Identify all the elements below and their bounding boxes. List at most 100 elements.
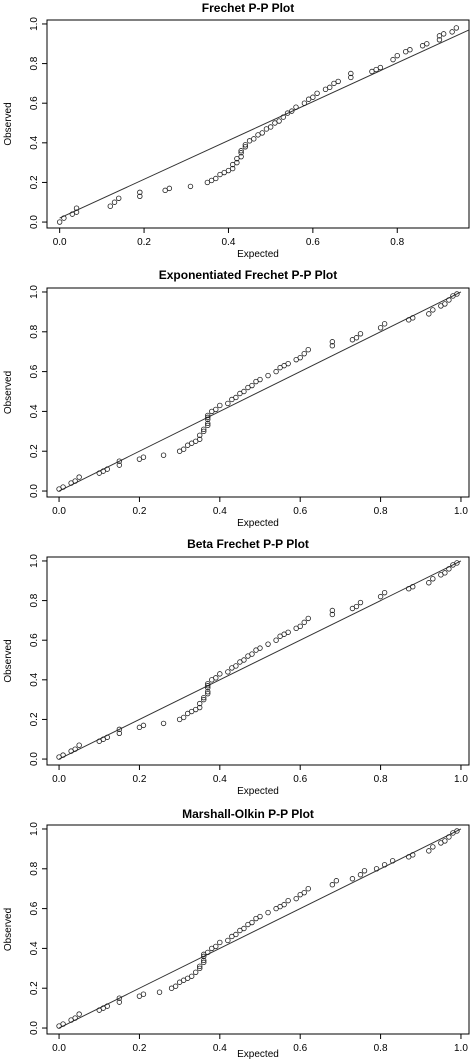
plot-frame [46,287,470,498]
data-point [116,726,123,733]
data-point [446,566,452,572]
x-tick-label: 1.0 [454,774,468,785]
data-point [442,570,448,576]
data-point [257,645,263,651]
data-point [381,862,388,868]
data-point [60,1021,66,1027]
data-point [205,685,211,691]
data-point [213,406,219,413]
data-point [381,321,388,327]
data-point [234,159,240,166]
data-point [389,858,396,864]
data-point [377,325,384,331]
y-tick-label: 0.4 [29,672,40,686]
data-point [272,120,278,126]
data-point [201,953,207,960]
data-point [390,56,396,63]
reference-line [58,560,462,760]
data-point [205,412,211,419]
reference-line [59,29,470,219]
reference-line [58,828,462,1029]
data-point [353,603,360,610]
x-axis-label: Expected [237,518,279,529]
data-point [257,913,263,920]
data-point [160,720,167,727]
y-tick-label: 0.6 [29,633,40,647]
data-point [305,347,311,353]
data-point [116,195,122,201]
data-point [453,25,460,31]
data-point [430,307,436,313]
reference-line [58,291,462,492]
chart-panel-4: Marshall-Olkin P-P Plot Expected Observed 0… [3,807,470,1060]
data-point [160,452,167,458]
data-point [201,957,207,964]
y-tick-label: 0.6 [29,96,40,110]
data-point [205,690,211,697]
x-tick-label: 0.8 [374,774,388,785]
chart-title: Frechet P-P Plot [202,1,294,15]
data-point [301,619,307,626]
data-point [233,394,239,401]
data-point [201,426,207,433]
chart-title: Marshall-Olkin P-P Plot [182,807,314,821]
data-point [265,372,271,379]
data-point [242,142,249,148]
y-tick-label: 0.8 [29,861,40,875]
data-point [197,436,203,442]
data-point [208,177,215,184]
data-point [446,834,452,840]
data-point [225,937,231,944]
data-point [249,919,255,926]
data-point [430,576,436,582]
data-point [273,637,279,643]
data-point [357,331,364,337]
data-point [285,897,291,904]
data-point [335,78,341,85]
data-point [249,651,255,657]
data-point [353,335,360,341]
data-point [357,872,364,878]
data-point [289,108,295,114]
data-point [297,354,303,361]
data-point [361,868,368,874]
data-point [305,96,312,102]
y-tick-label: 1.0 [29,822,40,836]
data-point [410,852,416,858]
data-point [246,138,253,144]
data-point [116,462,123,468]
x-tick-label: 0.8 [374,506,388,517]
data-point [73,209,80,215]
data-point [205,689,211,695]
data-point [424,41,430,47]
data-point [201,428,207,435]
data-point [180,446,187,452]
data-point [204,179,211,186]
data-point [116,999,123,1005]
data-point [76,474,82,480]
data-point [238,150,244,156]
data-point [140,722,147,729]
data-point [430,844,436,850]
data-point [217,171,223,178]
data-point [197,432,203,438]
data-point [213,675,219,681]
x-tick-label: 0.2 [132,774,146,785]
data-point [419,43,426,49]
y-tick-label: 1.0 [29,285,40,299]
data-point [314,90,320,96]
data-point [233,931,239,938]
data-point [72,746,78,752]
y-tick-label: 0.6 [29,364,40,378]
data-point [381,589,388,596]
data-point [241,388,247,395]
x-axis-label: Expected [237,249,279,260]
y-tick-label: 0.8 [29,324,40,338]
y-tick-label: 0.0 [29,752,40,766]
data-point [116,458,123,464]
data-point [217,939,223,946]
x-tick-label: 0.4 [213,1043,227,1054]
data-point [193,969,199,975]
chart-panel-2: Exponentiated Frechet P-P Plot Expected Ob… [3,268,470,529]
data-point [373,866,380,872]
